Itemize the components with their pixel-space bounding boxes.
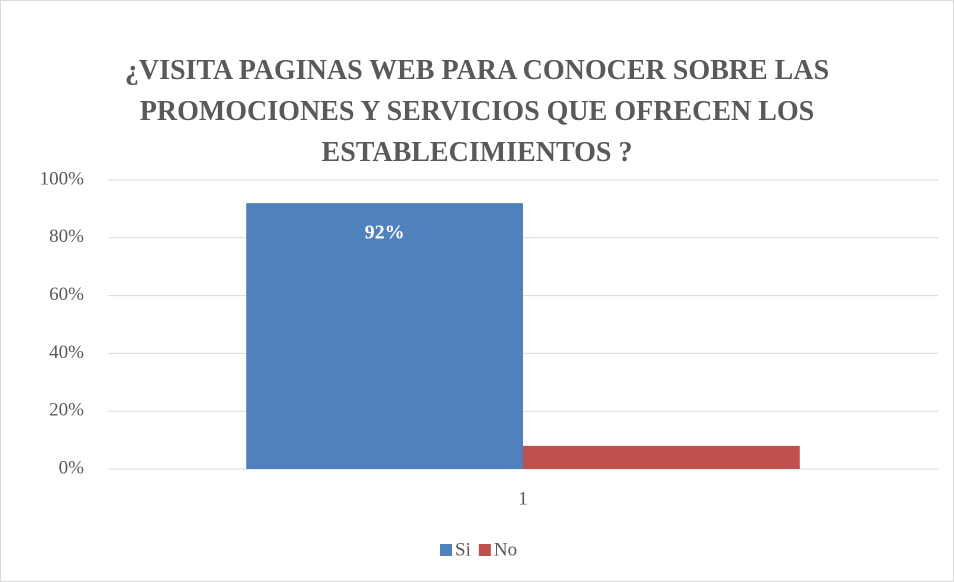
legend-label: No — [494, 539, 517, 560]
y-tick-label: 80% — [49, 226, 84, 247]
data-label: 92% — [365, 222, 405, 244]
legend-swatch — [440, 544, 452, 556]
bar — [523, 445, 800, 469]
y-tick-label: 60% — [49, 284, 84, 305]
chart-title: ¿VISITA PAGINAS WEB PARA CONOCER SOBRE L… — [124, 55, 830, 168]
y-tick-label: 40% — [49, 342, 84, 363]
y-tick-label: 20% — [49, 400, 84, 421]
legend-label: Si — [455, 539, 471, 560]
y-tick-label: 100% — [40, 168, 85, 189]
y-tick-label: 0% — [59, 457, 85, 478]
legend-swatch — [478, 544, 491, 556]
x-tick-label: 1 — [518, 488, 528, 509]
bar — [246, 203, 523, 469]
